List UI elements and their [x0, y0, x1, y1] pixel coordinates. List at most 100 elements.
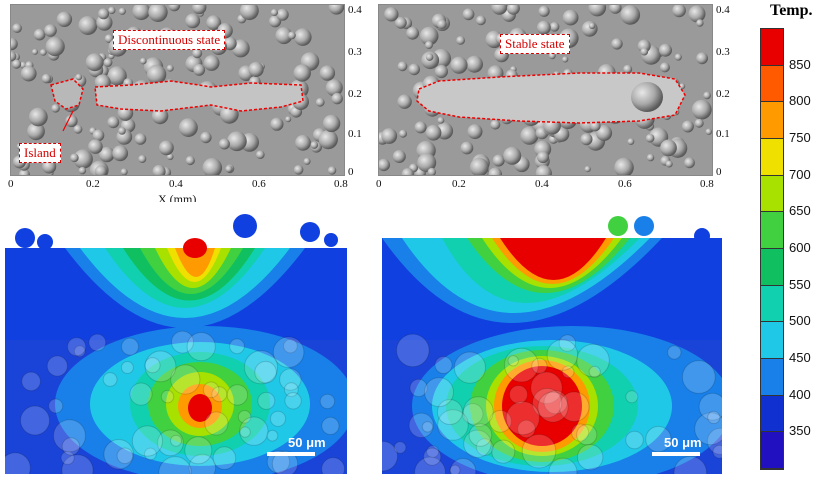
powder-particle — [706, 427, 722, 455]
powder-particle — [239, 426, 251, 438]
legend-value: 400 — [789, 386, 811, 402]
powder-particle — [88, 139, 103, 154]
powder-particle — [596, 125, 613, 141]
powder-particle — [620, 5, 641, 25]
powder-particle — [53, 419, 86, 453]
powder-particle — [491, 439, 516, 464]
powder-particle — [121, 337, 139, 356]
powder-particle — [243, 350, 279, 385]
powder-particle — [192, 5, 207, 15]
powder-particle — [614, 157, 634, 175]
powder-particle — [211, 386, 228, 403]
powder-particle — [406, 26, 419, 40]
powder-particle — [12, 23, 22, 33]
powder-particle — [505, 401, 540, 436]
powder-particle — [33, 28, 46, 41]
powder-particle — [577, 444, 604, 471]
powder-particle — [327, 166, 337, 175]
x-tick: 0.8 — [334, 178, 348, 190]
powder-particle — [436, 399, 463, 425]
powder-particle — [318, 130, 338, 150]
y-tick: 0.3 — [716, 46, 730, 58]
powder-particle — [469, 157, 489, 175]
powder-particle — [576, 424, 598, 446]
powder-particle — [681, 120, 694, 133]
scale-bar-label: 50 μm — [664, 435, 702, 450]
legend-value: 350 — [789, 423, 811, 439]
powder-particle — [463, 429, 492, 459]
powder-particle — [70, 153, 79, 163]
powder-particle — [188, 453, 217, 474]
powder-particle — [218, 138, 230, 150]
legend-color-band — [761, 285, 783, 323]
powder-particle — [220, 105, 239, 124]
powder-particle — [646, 153, 655, 162]
powder-particle — [103, 58, 113, 67]
powder-particle — [315, 97, 325, 107]
powder-particle — [240, 5, 259, 21]
legend-value: 650 — [789, 203, 811, 219]
powder-particle — [399, 129, 407, 138]
powder-particle — [112, 145, 129, 162]
powder-particle — [691, 99, 712, 120]
powder-particle — [450, 56, 468, 74]
powder-particle — [138, 155, 147, 163]
powder-particle — [490, 119, 501, 130]
powder-particle — [503, 146, 522, 165]
powder-particle — [321, 416, 340, 435]
powder-particle — [166, 64, 174, 72]
powder-particle — [659, 62, 670, 73]
powder-particle — [424, 377, 454, 408]
powder-particle — [503, 347, 539, 383]
powder-particle — [681, 360, 716, 394]
powder-particle — [73, 149, 93, 169]
powder-particle — [584, 166, 591, 173]
powder-particle — [331, 92, 343, 105]
powder-bed-graphic — [379, 5, 712, 175]
powder-particle — [392, 150, 406, 163]
powder-particle — [395, 16, 407, 29]
powder-particle — [61, 454, 94, 474]
powder-particle — [184, 436, 213, 465]
powder-particle — [588, 365, 601, 378]
legend-value: 750 — [789, 130, 811, 145]
powder-particle — [509, 385, 528, 404]
y-tick: 0.2 — [716, 88, 730, 100]
powder-particle — [168, 5, 181, 12]
powder-particle — [660, 139, 677, 157]
powder-particle — [460, 141, 474, 155]
y-tick: 0.1 — [348, 128, 362, 140]
powder-particle — [531, 357, 548, 374]
powder-particle — [51, 104, 60, 113]
powder-particle — [73, 124, 83, 134]
powder-particle — [408, 412, 434, 439]
powder-particle — [532, 387, 563, 419]
legend-value: 550 — [789, 276, 811, 292]
powder-particle — [248, 61, 264, 77]
legend-value: 800 — [789, 93, 811, 109]
powder-particle — [491, 5, 508, 15]
powder-particle — [46, 355, 68, 377]
x-tick: 0 — [376, 178, 382, 190]
powder-particle — [118, 127, 126, 135]
powder-particle — [421, 421, 434, 433]
powder-particle — [667, 345, 682, 360]
powder-particle — [285, 116, 292, 123]
powder-particle — [200, 131, 212, 144]
powder-particle — [192, 48, 203, 59]
powder-particle — [20, 65, 37, 82]
powder-particle — [674, 53, 682, 61]
powder-particle — [60, 450, 75, 465]
powder-particle — [623, 64, 633, 74]
powder-particle — [419, 26, 439, 46]
powder-particle — [425, 41, 433, 49]
powder-particle — [409, 378, 428, 397]
powder-particle — [414, 121, 427, 134]
x-tick: 0.6 — [618, 178, 632, 190]
powder-particle — [414, 456, 446, 474]
powder-particle — [294, 28, 312, 46]
legend-color-band — [761, 249, 783, 286]
powder-particle — [645, 425, 672, 453]
powder-particle — [558, 334, 577, 352]
powder-particle — [158, 456, 192, 474]
